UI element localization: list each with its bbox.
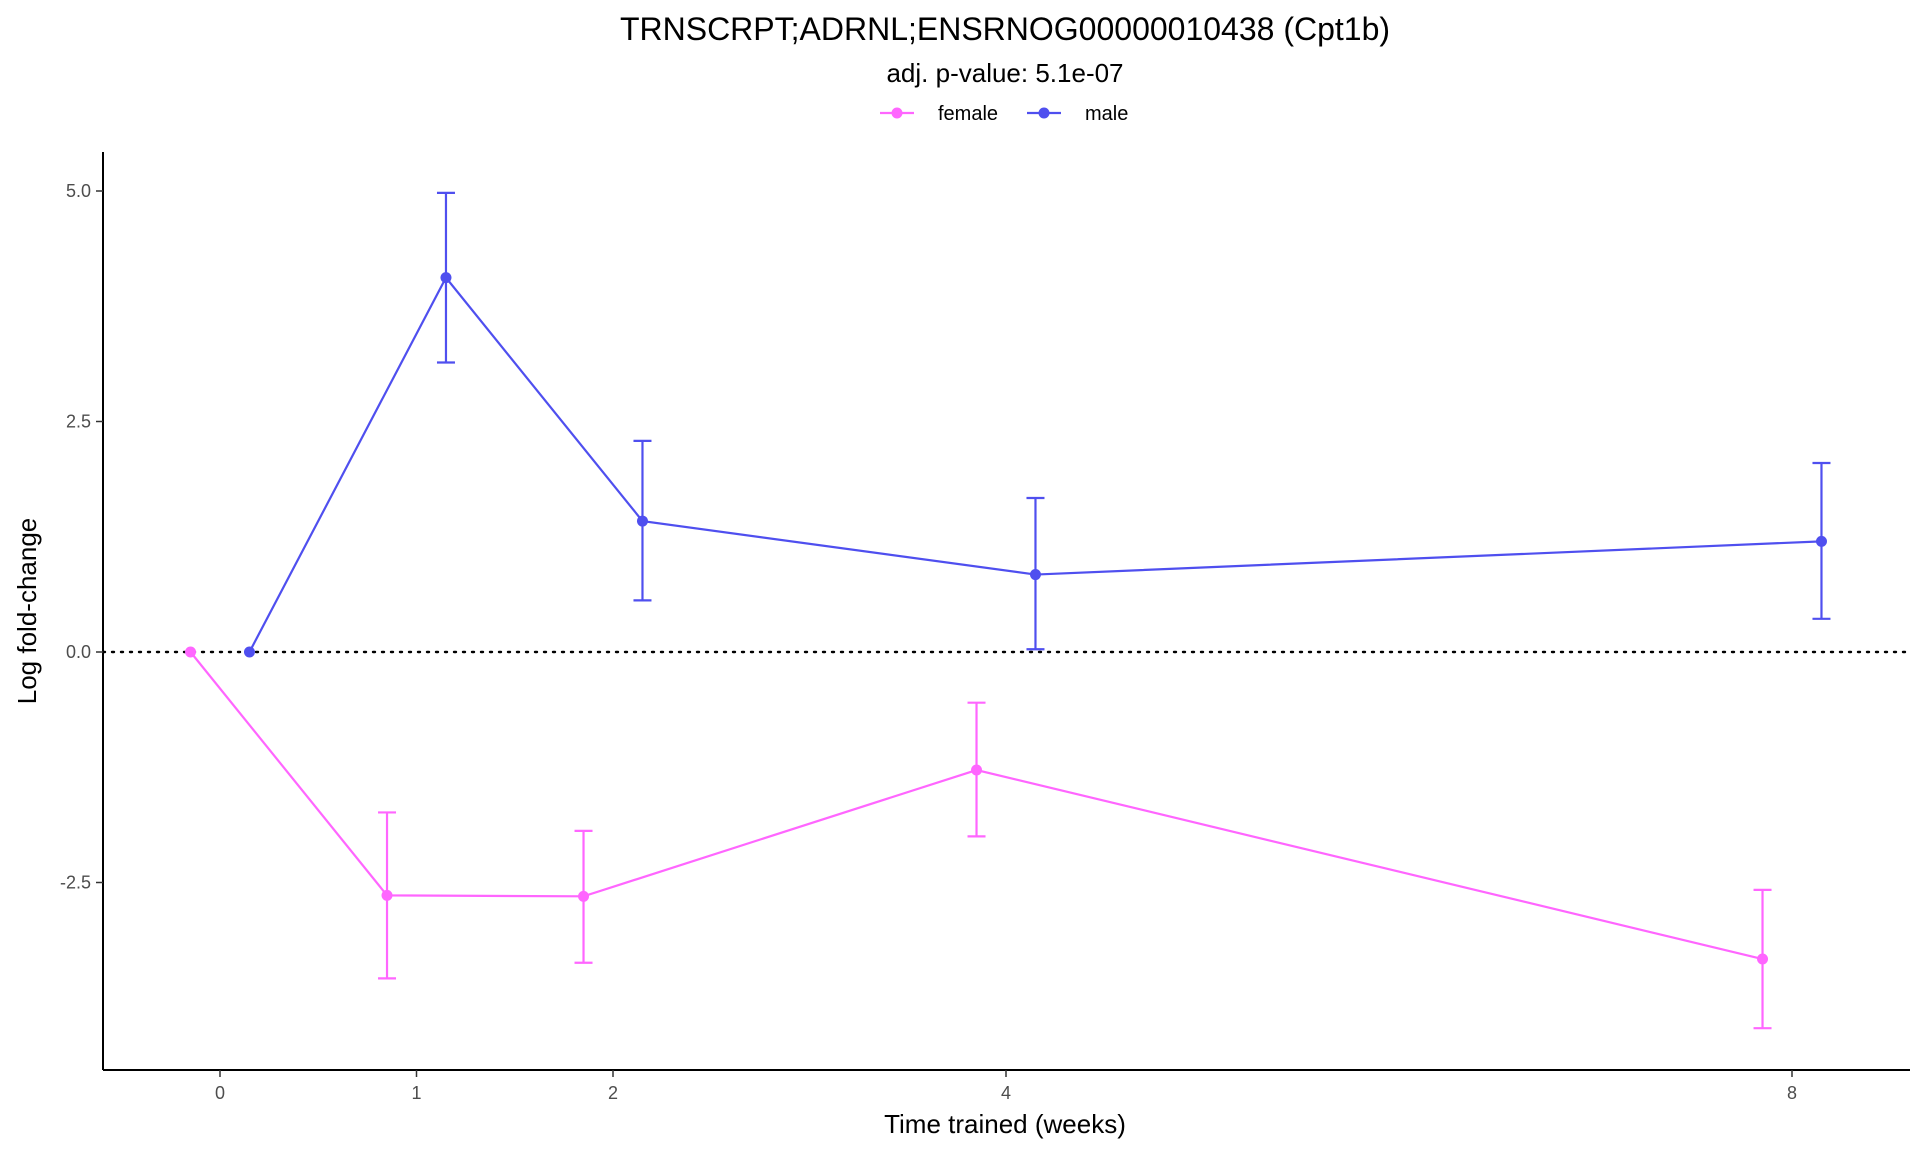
female-point — [185, 646, 197, 658]
series-female — [185, 646, 1772, 1030]
x-tick-label: 8 — [1787, 1083, 1797, 1103]
y-axis-title: Log fold-change — [12, 518, 42, 704]
legend-swatch-point — [891, 107, 903, 119]
x-tick-label: 2 — [608, 1083, 618, 1103]
legend-label: female — [938, 103, 998, 125]
male-point — [1815, 535, 1827, 547]
y-axis-ticks: 5.0 2.5 0.0 -2.5 — [60, 181, 103, 893]
x-axis-title: Time trained (weeks) — [884, 1109, 1126, 1139]
legend-item-male: male — [1027, 103, 1128, 125]
x-tick-label: 1 — [411, 1083, 421, 1103]
male-point — [1029, 569, 1041, 581]
male-point — [636, 515, 648, 527]
y-tick-label: 2.5 — [66, 412, 91, 432]
male-point — [440, 272, 452, 284]
male-point — [243, 646, 255, 658]
x-tick-label: 0 — [215, 1083, 225, 1103]
series-male — [243, 191, 1831, 658]
plot-area — [101, 191, 1912, 1030]
female-point — [578, 890, 590, 902]
legend-item-female: female — [880, 103, 998, 125]
chart-subtitle: adj. p-value: 5.1e-07 — [886, 58, 1123, 88]
y-tick-label: 0.0 — [66, 642, 91, 662]
female-point — [971, 764, 983, 776]
legend: female male — [880, 103, 1128, 125]
chart-title: TRNSCRPT;ADRNL;ENSRNOG00000010438 (Cpt1b… — [620, 11, 1390, 47]
x-axis-ticks: 0 1 2 4 8 — [215, 1070, 1797, 1103]
legend-swatch-point — [1038, 107, 1050, 119]
x-tick-label: 4 — [1001, 1083, 1011, 1103]
female-point — [1757, 953, 1769, 965]
legend-label: male — [1085, 103, 1128, 125]
y-tick-label: -2.5 — [60, 873, 91, 893]
female-point — [381, 889, 393, 901]
y-tick-label: 5.0 — [66, 181, 91, 201]
